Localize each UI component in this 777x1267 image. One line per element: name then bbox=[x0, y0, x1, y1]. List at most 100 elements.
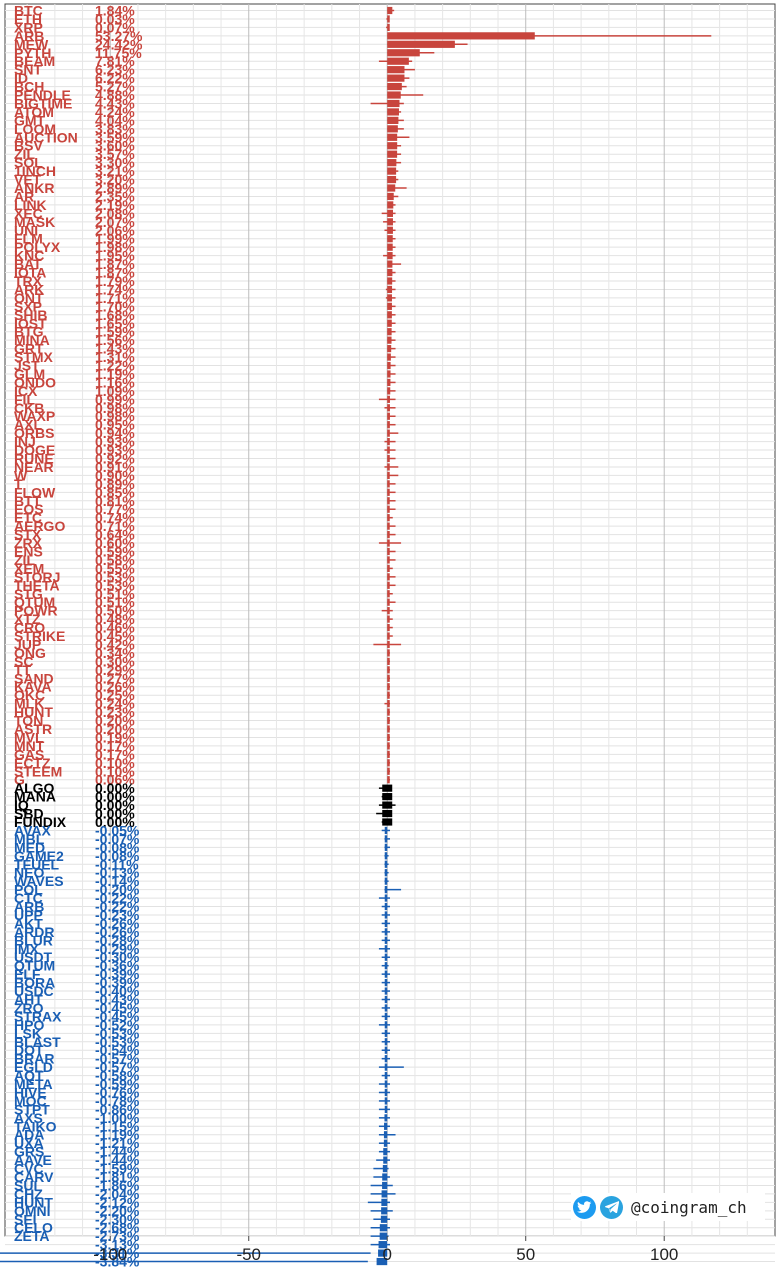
coin-label: EGLD bbox=[14, 1059, 53, 1075]
percent-label: 0.89% bbox=[95, 476, 135, 492]
coin-label: JST bbox=[14, 358, 40, 374]
x-tick-label: 100 bbox=[650, 1245, 678, 1264]
bar bbox=[387, 353, 391, 361]
bar bbox=[387, 116, 399, 124]
bar bbox=[384, 1021, 388, 1029]
bar bbox=[387, 167, 397, 175]
coin-label: AHT bbox=[14, 992, 43, 1008]
bar bbox=[387, 74, 405, 82]
percent-label: -0.78% bbox=[95, 1093, 140, 1109]
coin-label: ONG bbox=[14, 645, 46, 661]
coin-label: META bbox=[14, 1076, 53, 1092]
percent-label: 0.58% bbox=[95, 552, 135, 568]
coin-label: G bbox=[14, 772, 25, 788]
coin-label: QTUM bbox=[14, 594, 55, 610]
coin-labels: BTC 1.84% ETH 0.03% XRP 0.07% ARB 53.27% MEW 24.4… bbox=[14, 3, 143, 1267]
coin-label: BCH bbox=[14, 79, 44, 95]
coin-label: POWR bbox=[14, 603, 58, 619]
x-tick-label: 0 bbox=[382, 1245, 391, 1264]
x-tick-label: -50 bbox=[236, 1245, 261, 1264]
coin-label: FLOW bbox=[14, 484, 56, 500]
percent-label: 0.25% bbox=[95, 687, 135, 703]
percent-label: -0.86% bbox=[95, 1101, 140, 1117]
percent-label: 3.83% bbox=[95, 121, 135, 137]
bar bbox=[387, 708, 390, 716]
percent-label: -0.54% bbox=[95, 1042, 140, 1058]
coin-label: AVAX bbox=[14, 822, 51, 838]
percent-label: -1.59% bbox=[95, 1161, 140, 1177]
percent-label: 0.23% bbox=[95, 704, 135, 720]
coin-label: GAS bbox=[14, 746, 44, 762]
coin-label: TRX bbox=[14, 273, 43, 289]
coin-label: AAVE bbox=[14, 1152, 52, 1168]
percent-label: 4.04% bbox=[95, 112, 135, 128]
percent-label: 4.24% bbox=[95, 104, 135, 120]
coin-label: AXL bbox=[14, 417, 42, 433]
percent-label: -0.20% bbox=[95, 882, 140, 898]
coin-label: ETC bbox=[14, 510, 42, 526]
bar bbox=[387, 175, 397, 184]
percent-label: 0.71% bbox=[95, 518, 135, 534]
percent-label: -3.31% bbox=[95, 1245, 140, 1261]
bar bbox=[384, 1046, 388, 1054]
percent-label: -0.53% bbox=[95, 1034, 140, 1050]
coin-label: ID bbox=[14, 70, 28, 86]
percent-label: 2.06% bbox=[95, 222, 135, 238]
percent-label: 0.17% bbox=[95, 746, 135, 762]
coin-label: MASK bbox=[14, 214, 55, 230]
bar bbox=[387, 750, 390, 758]
coin-label: ADA bbox=[14, 1127, 44, 1143]
bar bbox=[384, 886, 388, 894]
coin-label: GLM bbox=[14, 366, 45, 382]
bar bbox=[387, 150, 398, 158]
bar bbox=[384, 953, 388, 961]
coin-label: IOTA bbox=[14, 265, 46, 281]
percent-label: -0.45% bbox=[95, 1000, 140, 1016]
coin-label: PYTH bbox=[14, 45, 51, 61]
percent-label: -1.15% bbox=[95, 1118, 140, 1134]
bar bbox=[387, 201, 394, 209]
bar bbox=[384, 987, 388, 995]
bar bbox=[384, 835, 388, 843]
percent-label: 0.46% bbox=[95, 620, 135, 636]
bar bbox=[384, 1122, 388, 1130]
bar bbox=[382, 1173, 388, 1181]
bar bbox=[387, 218, 393, 226]
coin-label: KNC bbox=[14, 248, 44, 264]
percent-label: -0.14% bbox=[95, 873, 140, 889]
percent-label: 0.93% bbox=[95, 442, 135, 458]
percent-label: -0.08% bbox=[95, 848, 140, 864]
coin-label: CTC bbox=[14, 890, 43, 906]
percent-label: 53.27% bbox=[95, 28, 143, 44]
coin-label: ANKR bbox=[14, 180, 54, 196]
coin-label: TAIKO bbox=[14, 1118, 57, 1134]
coin-label: SXP bbox=[14, 298, 42, 314]
bar bbox=[384, 1071, 388, 1080]
bar bbox=[384, 1097, 388, 1105]
percent-label: -0.36% bbox=[95, 958, 140, 974]
percent-label: 11.75% bbox=[95, 45, 142, 61]
coin-label: STRIKE bbox=[14, 628, 65, 644]
bar bbox=[387, 387, 391, 395]
watermark: @coingram_ch bbox=[571, 1193, 765, 1221]
bar bbox=[384, 869, 388, 877]
bar bbox=[387, 454, 390, 463]
bar bbox=[387, 776, 390, 784]
coin-label: STEEM bbox=[14, 763, 62, 779]
bar bbox=[387, 463, 390, 471]
percent-label: 0.99% bbox=[95, 391, 135, 407]
coin-label: BEAM bbox=[14, 53, 55, 69]
bar bbox=[387, 302, 392, 310]
bar bbox=[387, 725, 390, 733]
coin-label: ARB bbox=[14, 899, 44, 915]
percent-label: 1.65% bbox=[95, 315, 135, 331]
bar bbox=[387, 505, 390, 513]
bar bbox=[382, 793, 393, 801]
percent-label: -0.57% bbox=[95, 1059, 140, 1075]
coin-label: GRT bbox=[14, 341, 44, 357]
percent-label: -0.23% bbox=[95, 907, 140, 923]
percent-label: 2.19% bbox=[95, 197, 135, 213]
percent-label: -0.39% bbox=[95, 966, 140, 982]
percent-label: 0.26% bbox=[95, 679, 135, 695]
bar bbox=[387, 328, 392, 336]
